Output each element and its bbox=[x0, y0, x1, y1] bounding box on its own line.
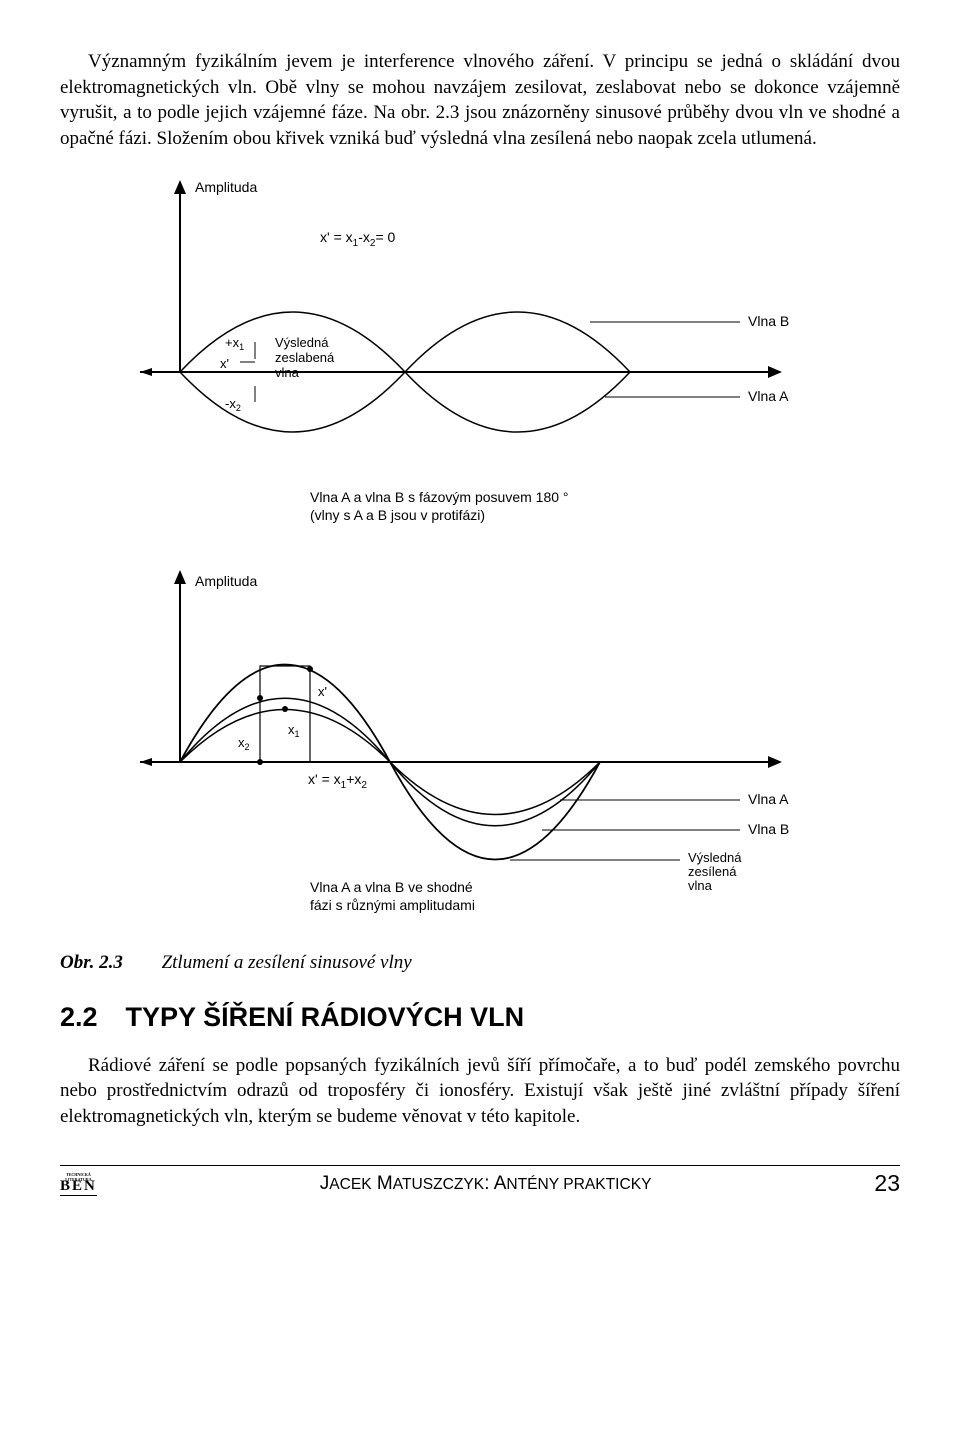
section-heading: 2.2 TYPY ŠÍŘENÍ RÁDIOVÝCH VLN bbox=[60, 1002, 900, 1033]
x1-label-b: x1 bbox=[288, 722, 300, 739]
equation-bottom: x' = x1+x2 bbox=[308, 771, 367, 791]
figure-caption: Obr. 2.3 Ztlumení a zesílení sinusové vl… bbox=[60, 952, 900, 974]
x2-label-b: x2 bbox=[238, 735, 250, 752]
diagram-antiphase: Amplituda x' = x1-x2= 0 +x1 x' -x2 Výsle… bbox=[60, 172, 900, 542]
figure-caption-text: Ztlumení a zesílení sinusové vlny bbox=[162, 952, 412, 973]
equation-top: x' = x1-x2= 0 bbox=[320, 229, 396, 249]
paragraph-section-text: Rádiové záření se podle popsaných fyziká… bbox=[60, 1053, 900, 1130]
x1-mark: +x1 bbox=[225, 335, 244, 352]
page-footer: BEN JACEK MATUSZCZYK: ANTÉNY PRAKTICKY 2… bbox=[60, 1165, 900, 1197]
diagram-caption-top: Vlna A a vlna B s fázovým posuvem 180 ° … bbox=[310, 489, 572, 523]
x-axis-left-arrow bbox=[140, 368, 152, 376]
publisher-logo: BEN bbox=[60, 1172, 97, 1196]
diagram-caption-bottom: Vlna A a vlna B ve shodné fázi s různými… bbox=[310, 879, 477, 913]
dot-origin bbox=[257, 759, 263, 765]
y-axis-label-bottom: Amplituda bbox=[195, 573, 257, 589]
section-title: TYPY ŠÍŘENÍ RÁDIOVÝCH VLN bbox=[126, 1002, 525, 1032]
xprime-mark: x' bbox=[220, 356, 229, 371]
section-number: 2.2 bbox=[60, 1002, 98, 1032]
diagram-inphase: Amplituda x' x1 x2 x' = x1+x2 bbox=[60, 562, 900, 932]
footer-title: JACEK MATUSZCZYK: ANTÉNY PRAKTICKY bbox=[97, 1173, 875, 1195]
measure-box bbox=[260, 666, 310, 762]
x2-mark: -x2 bbox=[225, 396, 241, 413]
wave-a-label-top: Vlna A bbox=[748, 388, 789, 404]
paragraph-section: Rádiové záření se podle popsaných fyziká… bbox=[60, 1053, 900, 1130]
dot-x2 bbox=[257, 695, 263, 701]
figure-bottom-container: Amplituda x' x1 x2 x' = x1+x2 bbox=[60, 562, 900, 932]
xprime-label-b: x' bbox=[318, 684, 327, 699]
figure-caption-label: Obr. 2.3 bbox=[60, 952, 123, 973]
resultant-label-top: Výsledná zeslabená vlna bbox=[275, 335, 338, 380]
dot-xprime bbox=[307, 666, 313, 672]
figure-top-container: Amplituda x' = x1-x2= 0 +x1 x' -x2 Výsle… bbox=[60, 172, 900, 542]
page-number: 23 bbox=[874, 1170, 900, 1197]
dot-x1 bbox=[282, 706, 288, 712]
paragraph-intro: Významným fyzikálním jevem je interferen… bbox=[60, 49, 900, 152]
y-axis-label: Amplituda bbox=[195, 179, 257, 195]
wave-b-label-bottom: Vlna B bbox=[748, 821, 789, 837]
result-label-bottom: Výsledná zesílená vlna bbox=[688, 850, 745, 893]
wave-b-label-top: Vlna B bbox=[748, 313, 789, 329]
wave-a-label-bottom: Vlna A bbox=[748, 791, 789, 807]
x-axis-left-arrow-b bbox=[140, 758, 152, 766]
paragraph-intro-text: Významným fyzikálním jevem je interferen… bbox=[60, 49, 900, 152]
